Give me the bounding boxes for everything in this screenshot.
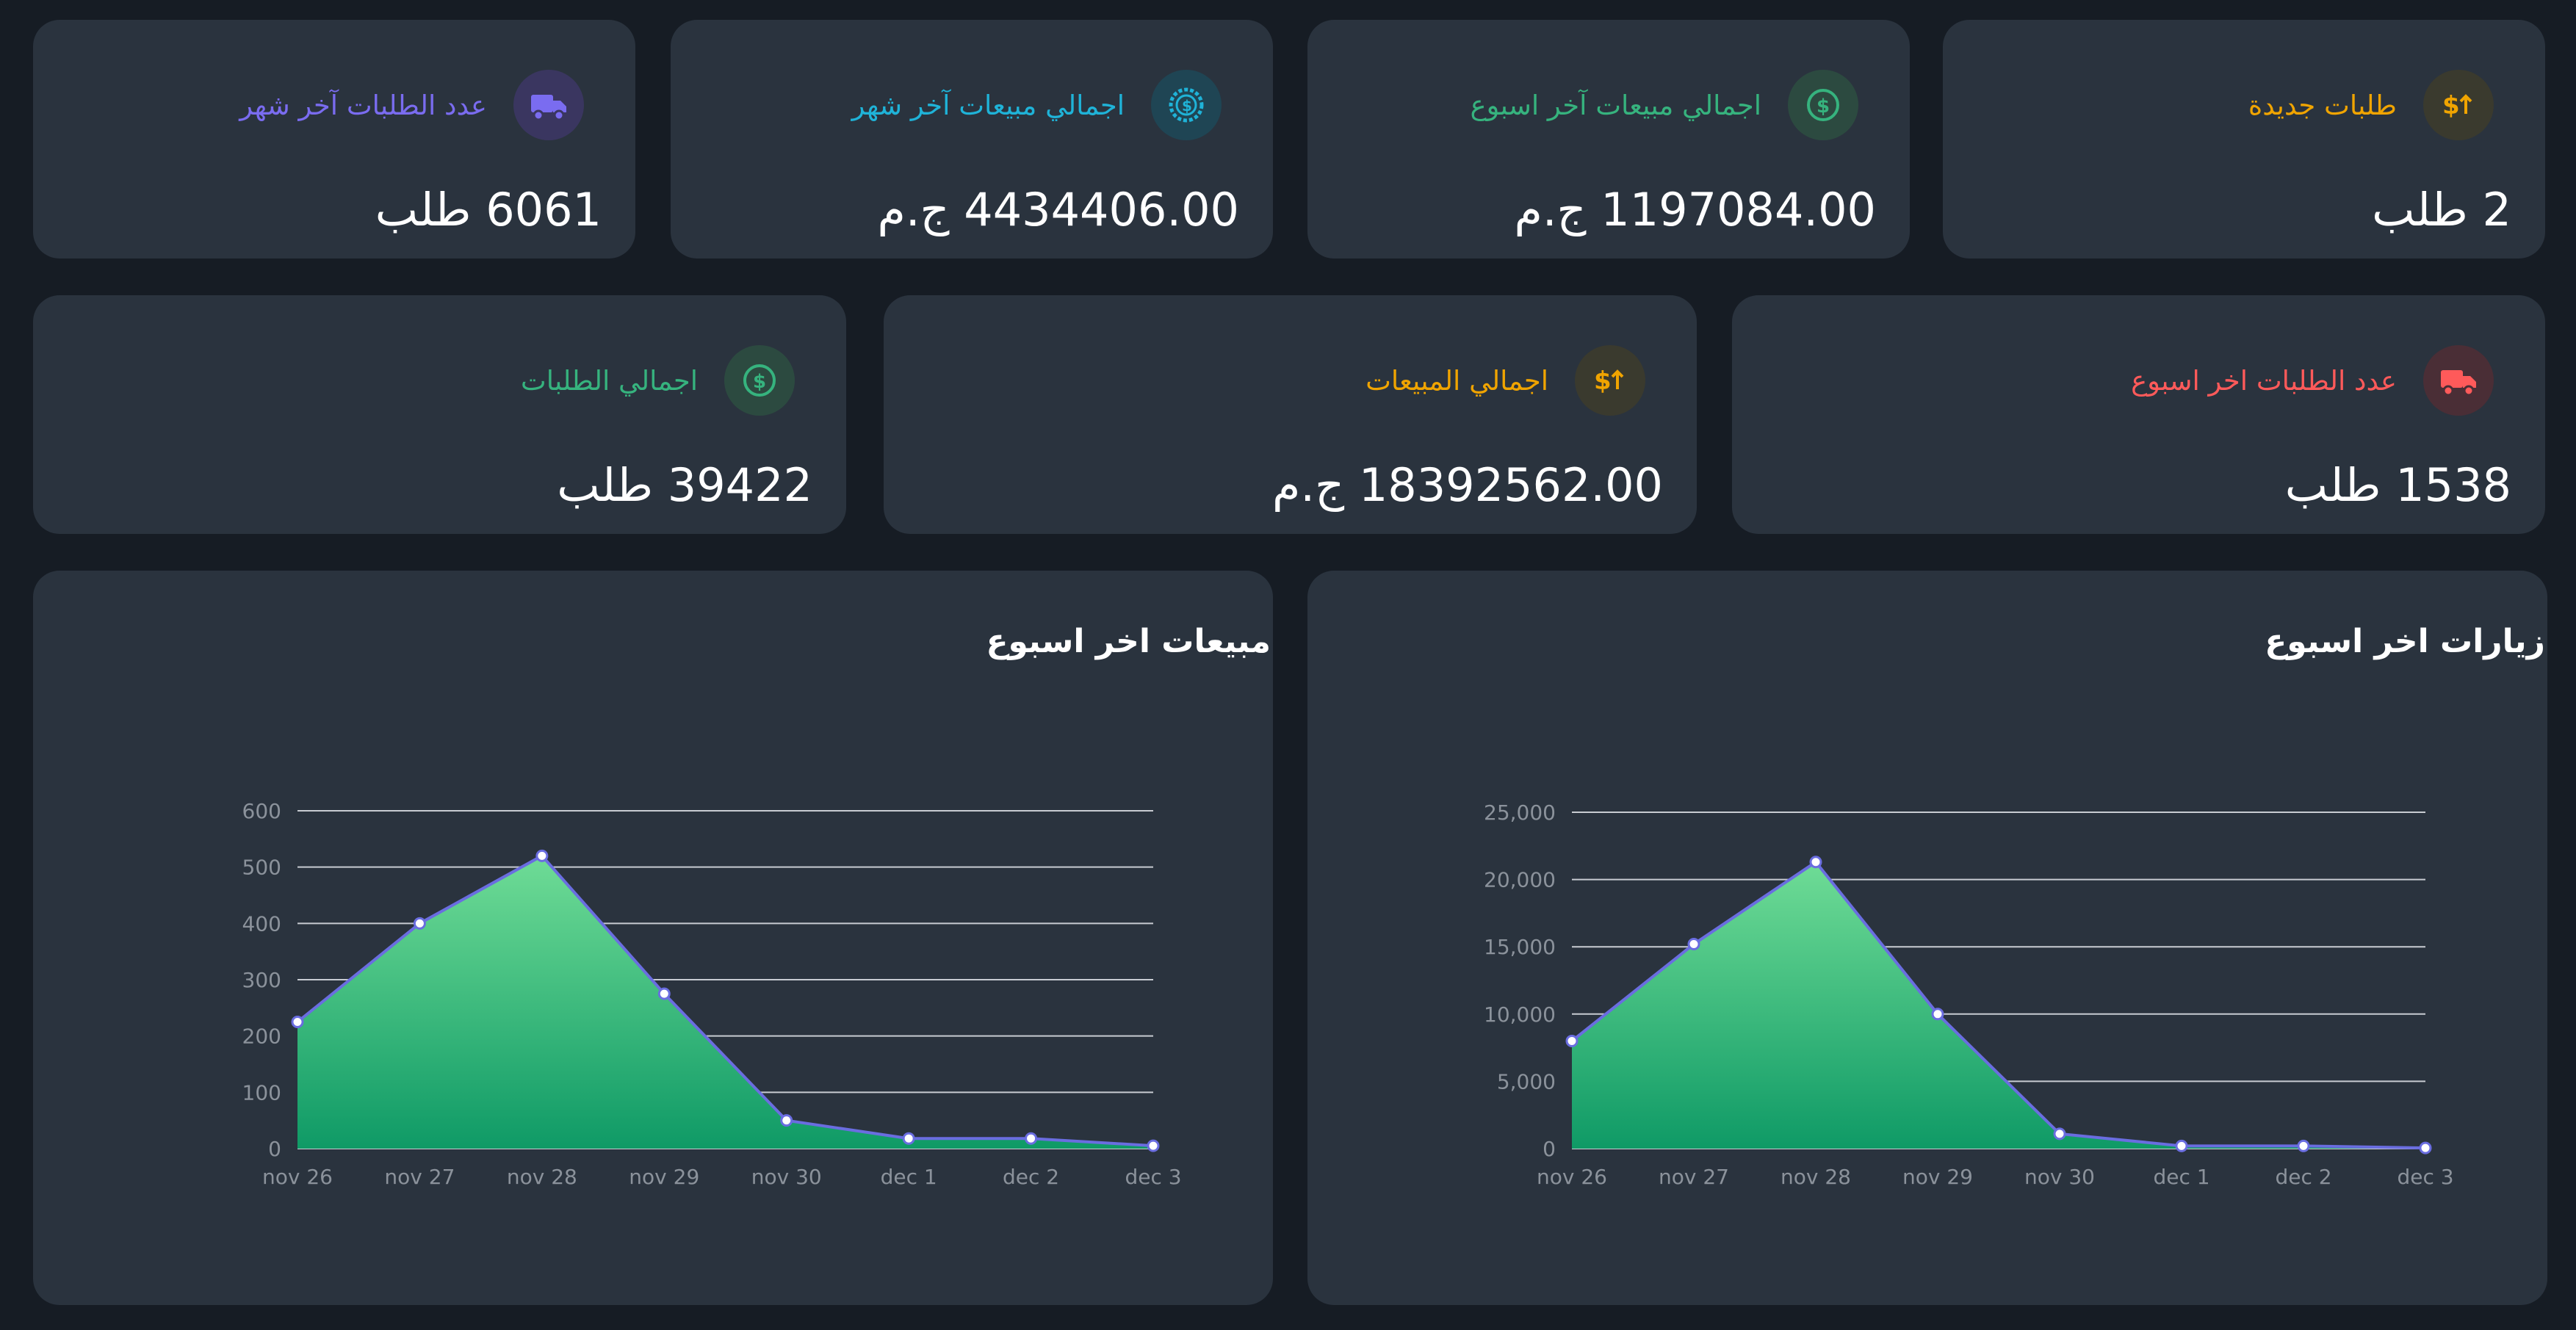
stat-value: 4434406.00 ج.م: [877, 183, 1239, 236]
stat-card-total-sales: $ اجمالي المبيعات 18392562.00 ج.م: [884, 295, 1697, 534]
svg-text:$: $: [1594, 366, 1612, 396]
stat-label: اجمالي المبيعات: [1365, 365, 1548, 397]
truck-icon: [513, 70, 584, 140]
stat-label: اجمالي مبيعات آخر شهر: [852, 90, 1125, 121]
chart-title-sales: مبيعات اخر اسبوع: [986, 623, 1271, 660]
stat-card-total-orders: $ اجمالي الطلبات 39422 طلب: [33, 295, 846, 534]
truck-icon: [2423, 345, 2494, 416]
stat-label: عدد الطلبات اخر اسبوع: [2131, 365, 2397, 397]
stat-label: طلبات جديدة: [2248, 90, 2397, 121]
chart-card-sales: [33, 571, 1273, 1305]
stat-label: عدد الطلبات آخر شهر: [239, 90, 487, 121]
stat-card-month-orders: عدد الطلبات آخر شهر 6061 طلب: [33, 20, 635, 259]
stat-value: 1538 طلب: [2285, 458, 2511, 512]
svg-text:$: $: [1182, 97, 1192, 115]
dollar-arrow-icon: $: [1575, 345, 1645, 416]
stat-value: 2 طلب: [2372, 183, 2511, 236]
stat-card-new-orders: $ طلبات جديدة 2 طلب: [1943, 20, 2545, 259]
svg-text:$: $: [753, 371, 766, 393]
stat-value: 6061 طلب: [375, 183, 602, 236]
dollar-gear-icon: $: [1151, 70, 1222, 140]
svg-text:$: $: [2442, 91, 2460, 120]
stat-value: 18392562.00 ج.م: [1272, 458, 1663, 512]
stat-label: اجمالي الطلبات: [521, 365, 698, 397]
stat-label: اجمالي مبيعات آخر اسبوع: [1470, 90, 1761, 121]
svg-text:$: $: [1816, 95, 1830, 118]
stat-card-week-orders: عدد الطلبات اخر اسبوع 1538 طلب: [1732, 295, 2545, 534]
stat-value: 39422 طلب: [557, 458, 812, 512]
chart-title-visits: زيارات اخر اسبوع: [2265, 623, 2545, 660]
dollar-circle-icon: $: [1788, 70, 1858, 140]
stat-card-month-sales: $ اجمالي مبيعات آخر شهر 4434406.00 ج.م: [671, 20, 1273, 259]
dollar-circle-icon: $: [724, 345, 795, 416]
stat-card-week-sales: $ اجمالي مبيعات آخر اسبوع 1197084.00 ج.م: [1307, 20, 1910, 259]
chart-card-visits: [1307, 571, 2547, 1305]
dollar-arrow-icon: $: [2423, 70, 2494, 140]
stat-value: 1197084.00 ج.م: [1514, 183, 1876, 236]
